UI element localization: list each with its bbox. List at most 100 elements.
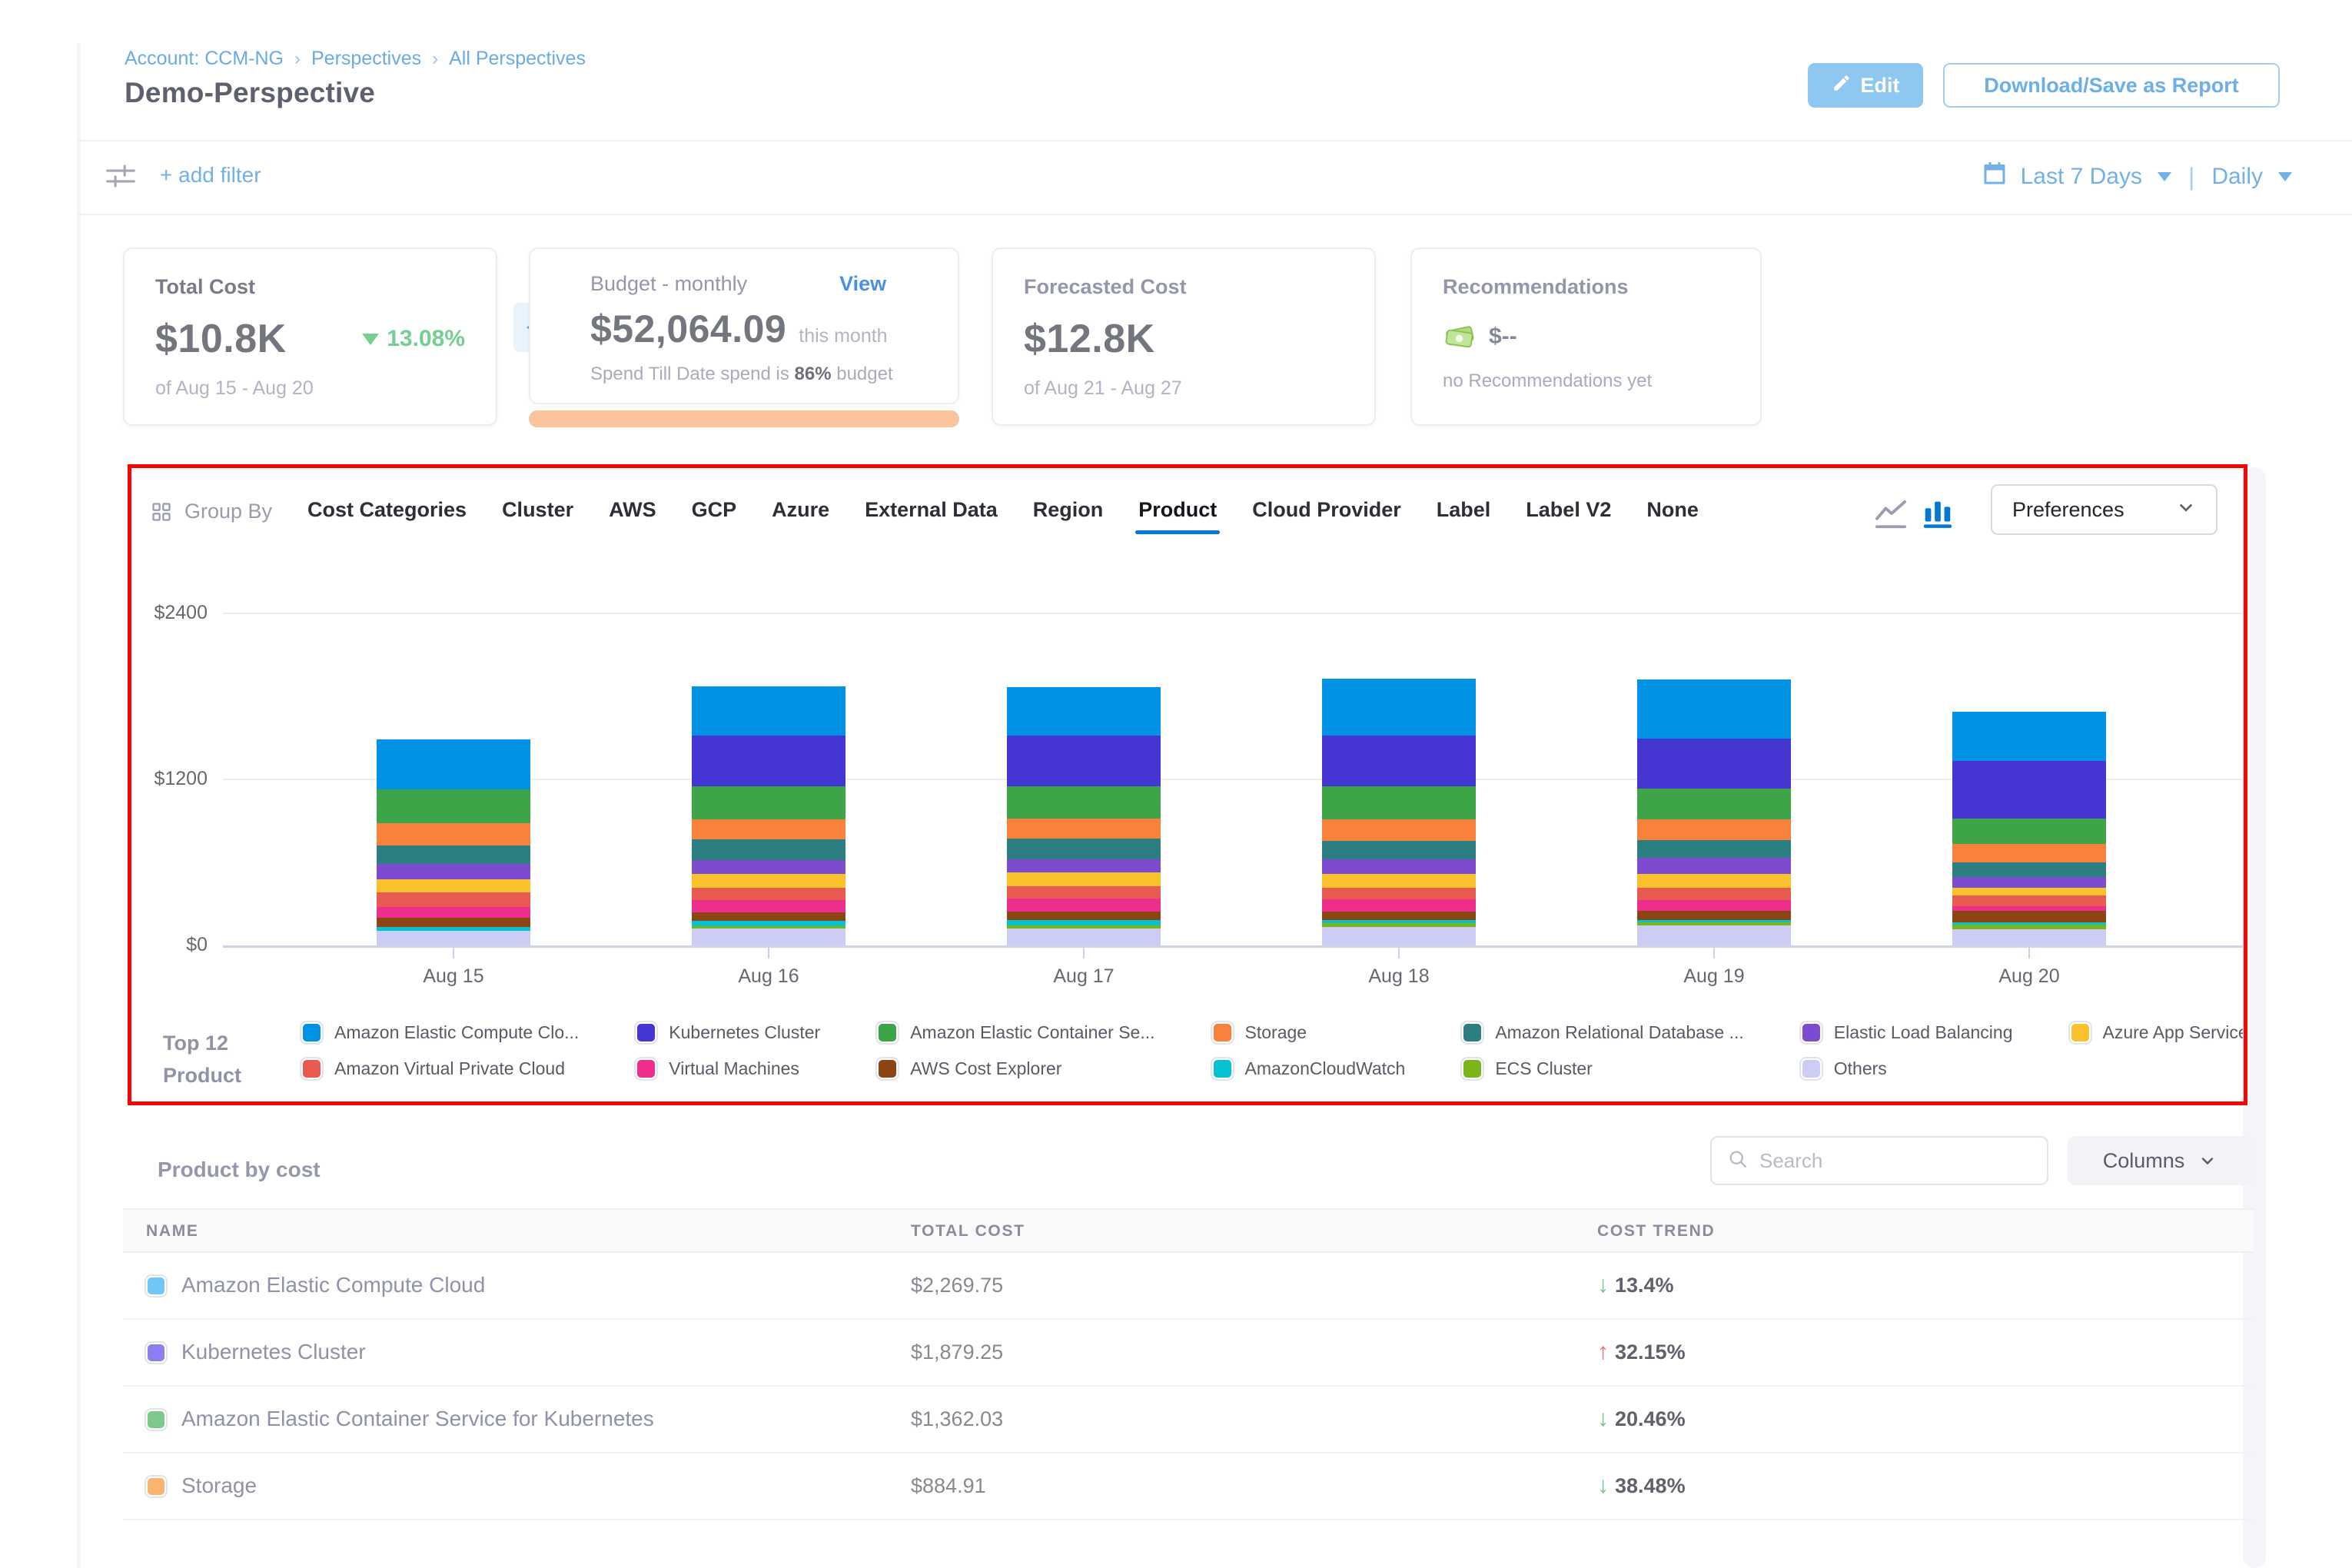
- tab-cost-categories[interactable]: Cost Categories: [307, 498, 467, 521]
- row-product-name[interactable]: Amazon Elastic Compute Cloud: [181, 1273, 486, 1297]
- tab-none[interactable]: None: [1646, 498, 1699, 521]
- bar-segment-aws-cost-explorer[interactable]: [1007, 911, 1161, 920]
- stacked-bar-aug-17[interactable]: [1007, 686, 1161, 945]
- bar-segment-storage[interactable]: [1007, 818, 1161, 839]
- bar-segment-kubernetes-cluster[interactable]: [692, 736, 845, 787]
- bar-segment-amazon-virtual-private-cloud[interactable]: [1322, 887, 1476, 900]
- bar-segment-amazon-elastic-compute-cloud[interactable]: [1952, 712, 2106, 762]
- bar-segment-kubernetes-cluster[interactable]: [1637, 739, 1791, 789]
- table-row-storage[interactable]: Storage $884.91 ↓ 38.48%: [123, 1453, 2254, 1520]
- bar-segment-ecs-cluster[interactable]: [692, 926, 845, 929]
- bar-segment-aws-cost-explorer[interactable]: [1637, 911, 1791, 921]
- search-input[interactable]: [1759, 1148, 2031, 1173]
- edit-button[interactable]: Edit: [1808, 63, 1923, 108]
- legend-item-amazon-elastic-compute-clo[interactable]: Amazon Elastic Compute Clo...: [301, 1022, 579, 1043]
- bar-segment-amazon-virtual-private-cloud[interactable]: [692, 887, 845, 900]
- bar-segment-amazon-relational-database-service[interactable]: [1007, 839, 1161, 859]
- bar-segment-ecs-cluster[interactable]: [1007, 925, 1161, 929]
- date-range-selector[interactable]: Last 7 Days: [2020, 164, 2142, 189]
- bar-segment-storage[interactable]: [377, 823, 530, 845]
- bar-segment-amazoncloudwatch[interactable]: [1322, 920, 1476, 924]
- bar-segment-elastic-load-balancing[interactable]: [1637, 858, 1791, 874]
- tab-cloud-provider[interactable]: Cloud Provider: [1252, 498, 1401, 521]
- bar-segment-others[interactable]: [1952, 929, 2106, 945]
- legend-item-elastic-load-balancing[interactable]: Elastic Load Balancing: [1800, 1022, 2013, 1043]
- bar-segment-elastic-load-balancing[interactable]: [692, 860, 845, 874]
- legend-item-storage[interactable]: Storage: [1211, 1022, 1406, 1043]
- tab-azure[interactable]: Azure: [772, 498, 830, 521]
- bar-segment-amazoncloudwatch[interactable]: [692, 921, 845, 927]
- bar-segment-others[interactable]: [1637, 925, 1791, 945]
- legend-item-amazon-elastic-container-se[interactable]: Amazon Elastic Container Se...: [877, 1022, 1155, 1043]
- download-save-report-button[interactable]: Download/Save as Report: [1943, 63, 2280, 108]
- line-chart-toggle-icon[interactable]: [1874, 498, 1909, 534]
- legend-item-ecs-cluster[interactable]: ECS Cluster: [1462, 1058, 1743, 1079]
- bar-segment-amazon-relational-database-service[interactable]: [1637, 839, 1791, 859]
- stacked-bar-aug-20[interactable]: [1952, 712, 2106, 945]
- table-row-amazon-elastic-container-service-for-kubernetes[interactable]: Amazon Elastic Container Service for Kub…: [123, 1387, 2254, 1453]
- bar-segment-others[interactable]: [1007, 928, 1161, 945]
- bar-segment-virtual-machines[interactable]: [377, 907, 530, 918]
- bar-segment-amazon-virtual-private-cloud[interactable]: [1007, 885, 1161, 899]
- bar-segment-aws-cost-explorer[interactable]: [1952, 911, 2106, 922]
- stacked-bar-aug-19[interactable]: [1637, 679, 1791, 945]
- bar-segment-azure-app-service[interactable]: [1952, 887, 2106, 896]
- legend-item-aws-cost-explorer[interactable]: AWS Cost Explorer: [877, 1058, 1154, 1079]
- bar-segment-amazon-virtual-private-cloud[interactable]: [377, 892, 530, 908]
- filter-settings-icon[interactable]: [105, 161, 137, 194]
- bar-segment-amazon-elastic-container-service-for-kubernetes[interactable]: [1007, 786, 1161, 819]
- bar-segment-amazon-relational-database-service[interactable]: [1322, 841, 1476, 860]
- bar-segment-aws-cost-explorer[interactable]: [692, 912, 845, 922]
- bar-segment-ecs-cluster[interactable]: [1952, 925, 2106, 929]
- bar-segment-amazon-elastic-container-service-for-kubernetes[interactable]: [692, 786, 845, 820]
- bar-segment-azure-app-service[interactable]: [377, 879, 530, 893]
- bar-segment-elastic-load-balancing[interactable]: [1322, 859, 1476, 875]
- bar-segment-amazon-relational-database-service[interactable]: [692, 839, 845, 861]
- bar-segment-amazoncloudwatch[interactable]: [1952, 922, 2106, 925]
- bar-segment-virtual-machines[interactable]: [1637, 899, 1791, 912]
- bar-segment-kubernetes-cluster[interactable]: [1007, 735, 1161, 786]
- tab-region[interactable]: Region: [1032, 498, 1104, 521]
- bar-segment-amazoncloudwatch[interactable]: [377, 926, 530, 932]
- table-row-kubernetes-cluster[interactable]: Kubernetes Cluster $1,879.25 ↑ 32.15%: [123, 1320, 2254, 1387]
- row-product-name[interactable]: Storage: [181, 1473, 257, 1497]
- bar-segment-amazon-elastic-compute-cloud[interactable]: [692, 686, 845, 736]
- row-product-name[interactable]: Amazon Elastic Container Service for Kub…: [181, 1407, 654, 1430]
- bar-segment-amazon-elastic-container-service-for-kubernetes[interactable]: [1952, 819, 2106, 845]
- bar-segment-aws-cost-explorer[interactable]: [377, 917, 530, 927]
- columns-button[interactable]: Columns: [2068, 1136, 2252, 1185]
- tab-product[interactable]: Product: [1135, 498, 1221, 534]
- legend-item-azure-app-service[interactable]: Azure App Service: [2069, 1022, 2248, 1043]
- stacked-bar-aug-16[interactable]: [692, 686, 845, 945]
- add-filter-button[interactable]: + add filter: [160, 163, 261, 187]
- bar-segment-others[interactable]: [692, 929, 845, 945]
- bar-segment-azure-app-service[interactable]: [692, 873, 845, 888]
- bar-segment-ecs-cluster[interactable]: [1322, 923, 1476, 927]
- bar-segment-azure-app-service[interactable]: [1322, 874, 1476, 888]
- bar-segment-elastic-load-balancing[interactable]: [1952, 876, 2106, 888]
- bar-segment-amazoncloudwatch[interactable]: [1637, 920, 1791, 923]
- bar-segment-amazon-elastic-container-service-for-kubernetes[interactable]: [1322, 786, 1476, 820]
- bar-segment-ecs-cluster[interactable]: [1637, 922, 1791, 926]
- bar-segment-virtual-machines[interactable]: [1007, 898, 1161, 912]
- bar-segment-virtual-machines[interactable]: [692, 899, 845, 913]
- bar-chart-toggle-icon[interactable]: [1920, 495, 1955, 534]
- bar-segment-amazon-elastic-compute-cloud[interactable]: [1007, 686, 1161, 736]
- bar-segment-kubernetes-cluster[interactable]: [1952, 761, 2106, 819]
- stacked-bar-aug-18[interactable]: [1322, 678, 1476, 945]
- bar-segment-amazon-relational-database-service[interactable]: [1952, 862, 2106, 877]
- bar-segment-azure-app-service[interactable]: [1007, 872, 1161, 886]
- bar-segment-amazon-elastic-compute-cloud[interactable]: [1637, 679, 1791, 739]
- breadcrumb-perspectives-link[interactable]: Perspectives: [311, 48, 422, 69]
- bar-segment-aws-cost-explorer[interactable]: [1322, 911, 1476, 921]
- bar-segment-storage[interactable]: [1637, 819, 1791, 840]
- bar-segment-virtual-machines[interactable]: [1952, 905, 2106, 912]
- stacked-bar-aug-15[interactable]: [377, 739, 530, 945]
- legend-item-kubernetes-cluster[interactable]: Kubernetes Cluster: [636, 1022, 820, 1043]
- legend-item-amazon-relational-database[interactable]: Amazon Relational Database ...: [1462, 1022, 1744, 1043]
- tab-aws[interactable]: AWS: [609, 498, 656, 521]
- legend-item-others[interactable]: Others: [1800, 1058, 2013, 1079]
- bar-segment-storage[interactable]: [1952, 844, 2106, 862]
- budget-view-link[interactable]: View: [839, 272, 887, 295]
- bar-segment-storage[interactable]: [692, 819, 845, 840]
